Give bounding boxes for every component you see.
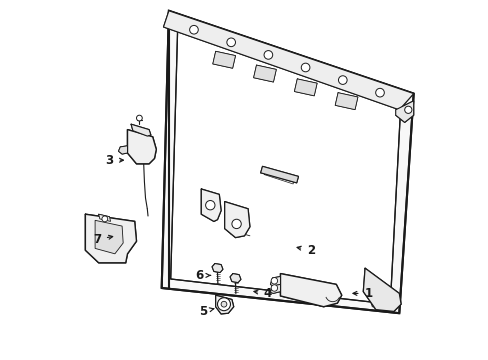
Text: 1: 1 — [364, 287, 372, 300]
Circle shape — [205, 201, 215, 210]
Text: 5: 5 — [199, 305, 207, 318]
Circle shape — [136, 115, 142, 121]
Polygon shape — [260, 166, 298, 183]
Polygon shape — [224, 202, 249, 238]
Polygon shape — [253, 65, 276, 82]
Polygon shape — [85, 214, 136, 263]
Polygon shape — [131, 124, 151, 136]
Polygon shape — [294, 79, 316, 96]
Polygon shape — [270, 284, 280, 293]
Text: 4: 4 — [263, 287, 271, 300]
Circle shape — [226, 38, 235, 47]
Circle shape — [217, 298, 230, 311]
Text: 7: 7 — [93, 233, 101, 246]
Text: 6: 6 — [195, 269, 203, 282]
Circle shape — [270, 278, 277, 284]
Polygon shape — [201, 189, 221, 221]
Polygon shape — [335, 93, 357, 110]
Circle shape — [270, 285, 277, 291]
Circle shape — [404, 106, 411, 113]
Polygon shape — [95, 220, 123, 254]
Circle shape — [102, 216, 107, 222]
Circle shape — [189, 26, 198, 34]
Polygon shape — [99, 214, 110, 221]
Polygon shape — [163, 11, 413, 110]
Polygon shape — [230, 274, 241, 283]
Circle shape — [264, 51, 272, 59]
Text: 2: 2 — [306, 244, 315, 257]
Polygon shape — [162, 11, 413, 313]
Polygon shape — [212, 264, 223, 273]
Polygon shape — [127, 130, 156, 164]
Polygon shape — [363, 268, 400, 311]
Circle shape — [338, 76, 346, 84]
Circle shape — [375, 88, 384, 97]
Polygon shape — [270, 276, 280, 286]
Polygon shape — [118, 146, 127, 154]
Polygon shape — [170, 20, 400, 304]
Text: 3: 3 — [105, 154, 113, 167]
Polygon shape — [212, 51, 235, 68]
Circle shape — [221, 301, 226, 307]
Polygon shape — [215, 295, 233, 314]
Circle shape — [301, 63, 309, 72]
Polygon shape — [280, 274, 341, 307]
Circle shape — [231, 219, 241, 229]
Polygon shape — [395, 101, 413, 122]
